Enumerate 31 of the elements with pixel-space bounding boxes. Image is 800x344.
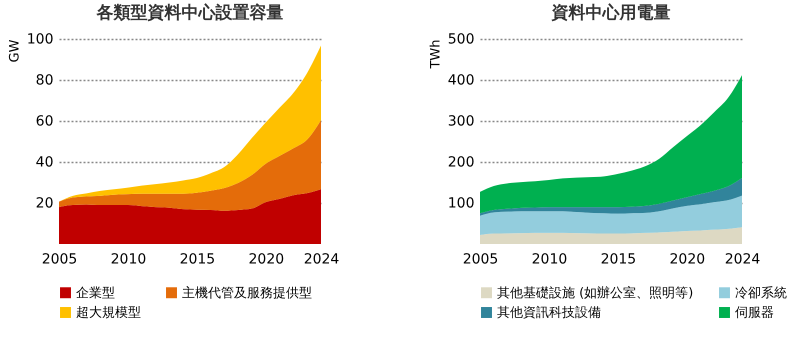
legend-label: 其他資訊科技設備 [497, 306, 601, 320]
x-tick-label: 2020 [670, 252, 706, 268]
y-tick-label: 300 [448, 114, 474, 130]
x-tick-label: 2024 [724, 252, 760, 268]
legend-label: 伺服器 [735, 306, 774, 320]
x-tick-label: 2020 [248, 252, 284, 268]
x-tick-label: 2005 [42, 252, 78, 268]
y-axis-title: GW [8, 39, 22, 62]
y-tick-label: 100 [448, 196, 474, 212]
legend-label: 主機代管及服務提供型 [182, 284, 312, 301]
chart-title: 各類型資料中心設置容量 [96, 3, 284, 23]
chart-title: 資料中心用電量 [550, 3, 670, 23]
y-tick-label: 200 [448, 154, 474, 170]
x-tick-label: 2010 [110, 252, 146, 268]
y-tick-label: 20 [36, 196, 54, 212]
y-tick-label: 500 [448, 32, 474, 48]
x-tick-label: 2010 [532, 252, 568, 268]
x-tick-label: 2015 [180, 252, 216, 268]
y-tick-label: 60 [36, 114, 54, 130]
legend-label: 冷卻系統 [735, 286, 787, 301]
y-tick-label: 400 [448, 72, 474, 88]
legend-label: 超大規模型 [76, 306, 141, 320]
y-tick-label: 40 [36, 154, 54, 170]
x-tick-label: 2024 [304, 252, 340, 268]
y-axis-title: TWh [428, 40, 444, 70]
y-tick-label: 80 [36, 72, 54, 88]
legend-label: 其他基礎設施 (如辦公室、照明等) [497, 284, 694, 301]
legend-label: 企業型 [76, 286, 115, 301]
x-tick-label: 2015 [600, 252, 636, 268]
y-tick-label: 100 [26, 32, 54, 48]
x-tick-label: 2005 [462, 252, 498, 268]
